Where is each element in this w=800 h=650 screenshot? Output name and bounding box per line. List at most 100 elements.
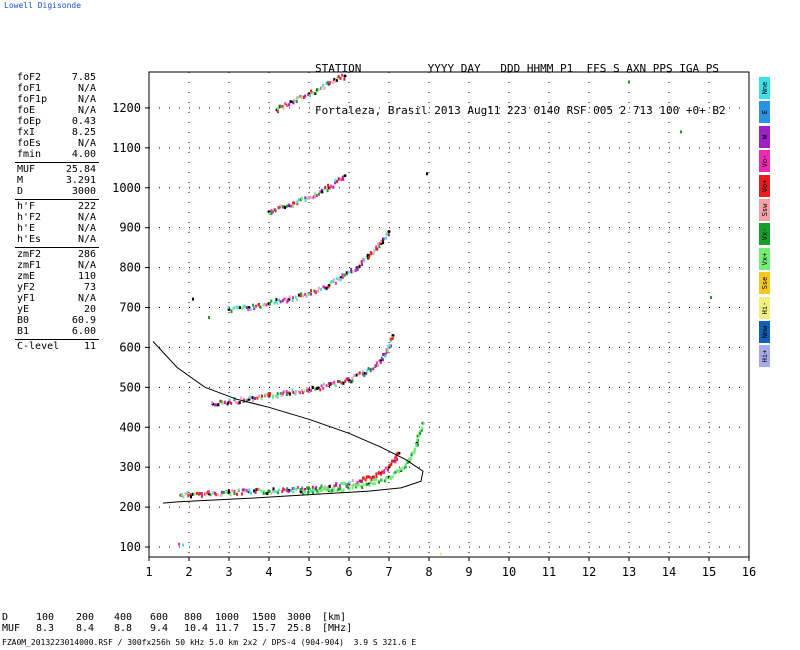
param-row-he: h'E N/A (0, 223, 100, 234)
echo-pixel (416, 434, 419, 438)
echo-pixel (364, 478, 367, 482)
echo-pixel (276, 392, 279, 396)
echo-pixel (317, 289, 320, 293)
echo-pixel (308, 94, 311, 98)
param-key: B1 (17, 326, 30, 337)
echo-pixel (323, 86, 326, 90)
echo-pixel (320, 86, 323, 90)
echo-pixel (198, 491, 201, 495)
echo-pixel (388, 343, 391, 347)
echo-pixel (298, 390, 301, 394)
param-value: 73 (83, 282, 96, 293)
echo-pixel (276, 395, 279, 399)
legend-ssw: Ssw (759, 198, 770, 221)
echo-pixel (334, 79, 337, 83)
x-tick-label: 14 (662, 565, 676, 579)
echo-pixel (406, 460, 409, 464)
echo-pixel (378, 480, 381, 484)
echo-pixel (305, 295, 308, 299)
echo-pixel (293, 486, 296, 490)
echo-pixel (230, 401, 233, 405)
echo-pixel (340, 489, 343, 493)
echo-pixel (385, 476, 388, 480)
table-cell: 1000 (215, 612, 240, 623)
param-key: foE (17, 105, 36, 116)
echo-pixel (384, 354, 387, 358)
echo-pixel (214, 403, 217, 407)
echo-pixel (303, 389, 306, 393)
echo-pixel (216, 493, 219, 497)
echo-pixel (219, 399, 222, 403)
noise-pixel (426, 172, 428, 176)
echo-pixel (258, 487, 261, 491)
echo-pixel (233, 489, 236, 493)
echo-pixel (240, 396, 243, 400)
echo-pixel (260, 394, 263, 398)
legend-nnw: Nnw (759, 320, 770, 343)
profile-curve (152, 341, 424, 504)
echo-pixel (382, 358, 385, 362)
echo-pixel (392, 459, 395, 463)
echo-pixel (299, 198, 302, 202)
echo-pixel (421, 426, 424, 430)
echo-pixel (408, 457, 411, 461)
echo-pixel (365, 372, 368, 376)
y-tick-label: 200 (119, 500, 141, 514)
echo-pixel (272, 487, 275, 491)
legend-nne: Nne (759, 77, 770, 99)
echo-pixel (319, 388, 322, 392)
x-tick-label: 4 (265, 565, 272, 579)
param-key: h'Es (17, 234, 42, 245)
echo-pixel (187, 494, 190, 498)
x-tick-label: 9 (465, 565, 472, 579)
echo-pixel (379, 472, 382, 476)
echo-pixel (335, 277, 338, 281)
echo-pixel (200, 492, 203, 496)
echo-pixel (326, 189, 329, 193)
echo-pixel (360, 480, 363, 484)
echo-pixel (378, 359, 381, 363)
echo-pixel (368, 255, 371, 259)
param-row-zme: zmE 110 (0, 271, 100, 282)
echo-pixel (299, 391, 302, 395)
echo-pixel (342, 381, 345, 385)
echo-pixel (260, 396, 263, 400)
echo-pixel (402, 466, 405, 470)
x-tick-label: 3 (225, 565, 232, 579)
echo-pixel (347, 377, 350, 381)
echo-pixel (389, 339, 392, 343)
param-key: C-level (17, 341, 60, 352)
echo-pixel (259, 305, 262, 309)
echo-pixel (237, 401, 240, 405)
param-value: 3.291 (65, 175, 96, 186)
echo-pixel (317, 491, 320, 495)
echo-pixel (307, 389, 310, 393)
echo-pixel (341, 175, 344, 179)
echo-pixel (260, 489, 263, 493)
echo-pixel (413, 448, 416, 452)
echo-pixel (284, 102, 287, 106)
echo-pixel (392, 471, 395, 475)
echo-pixel (335, 482, 338, 486)
data-point (299, 490, 303, 494)
echo-pixel (329, 490, 332, 494)
echo-pixel (292, 490, 295, 494)
echo-pixel (306, 292, 309, 296)
echo-pixel (393, 456, 396, 460)
echo-pixel (377, 242, 380, 246)
echo-pixel (404, 463, 407, 467)
param-value: 6.00 (71, 326, 96, 337)
echo-pixel (248, 488, 251, 492)
echo-pixel (376, 247, 379, 251)
echo-pixel (285, 489, 288, 493)
echo-pixel (375, 361, 378, 365)
echo-pixel (274, 300, 277, 304)
echo-pixel (379, 241, 382, 245)
echo-pixel (270, 299, 273, 303)
echo-pixel (338, 484, 341, 488)
echo-pixel (256, 487, 259, 491)
echo-pixel (304, 94, 307, 98)
echo-pixel (301, 487, 304, 491)
echo-pixel (347, 270, 350, 274)
echo-pixel (262, 491, 265, 495)
